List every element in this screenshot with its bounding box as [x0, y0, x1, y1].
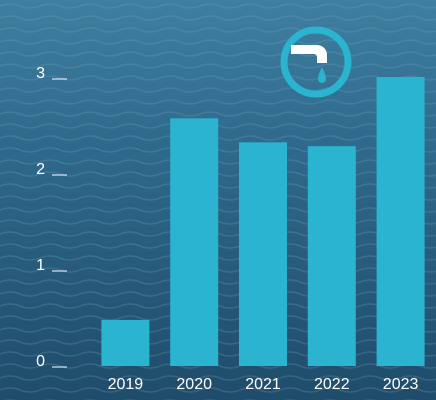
y-tick-label: 1 [36, 257, 45, 274]
bar [101, 319, 150, 366]
x-tick-label: 2023 [383, 376, 419, 393]
bar [376, 77, 425, 366]
faucet-icon [280, 26, 352, 98]
x-tick-label: 2022 [314, 376, 350, 393]
x-tick-label: 2021 [245, 376, 281, 393]
y-tick-label: 0 [36, 353, 45, 370]
x-tick-label: 2020 [176, 376, 212, 393]
bar [170, 118, 219, 366]
bar [307, 146, 356, 366]
x-tick-label: 2019 [108, 376, 144, 393]
bar [239, 142, 287, 366]
y-tick-label: 2 [36, 161, 45, 178]
y-tick-label: 3 [36, 65, 45, 82]
